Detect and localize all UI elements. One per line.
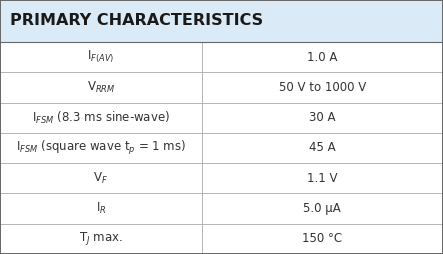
Bar	[0, 72, 443, 103]
Bar	[0, 103, 443, 133]
Bar	[0, 42, 443, 72]
Text: V$_{RRM}$: V$_{RRM}$	[86, 80, 115, 95]
Text: 50 V to 1000 V: 50 V to 1000 V	[279, 81, 366, 94]
Text: 5.0 μA: 5.0 μA	[303, 202, 341, 215]
Text: T$_J$ max.: T$_J$ max.	[79, 230, 123, 247]
Bar	[0, 193, 443, 224]
Text: 45 A: 45 A	[309, 141, 336, 154]
Text: 150 °C: 150 °C	[302, 232, 342, 245]
Bar	[0, 133, 443, 163]
Text: 1.1 V: 1.1 V	[307, 172, 338, 185]
Text: PRIMARY CHARACTERISTICS: PRIMARY CHARACTERISTICS	[10, 13, 263, 28]
Bar	[0, 163, 443, 193]
Text: 1.0 A: 1.0 A	[307, 51, 338, 64]
Bar	[0, 224, 443, 254]
Text: 30 A: 30 A	[309, 111, 335, 124]
Text: I$_R$: I$_R$	[96, 201, 106, 216]
Text: I$_{F(AV)}$: I$_{F(AV)}$	[87, 49, 114, 65]
Text: I$_{FSM}$ (square wave t$_p$ = 1 ms): I$_{FSM}$ (square wave t$_p$ = 1 ms)	[16, 139, 186, 157]
Text: V$_F$: V$_F$	[93, 171, 108, 186]
Text: I$_{FSM}$ (8.3 ms sine-wave): I$_{FSM}$ (8.3 ms sine-wave)	[32, 110, 170, 126]
Bar	[0, 0, 443, 42]
